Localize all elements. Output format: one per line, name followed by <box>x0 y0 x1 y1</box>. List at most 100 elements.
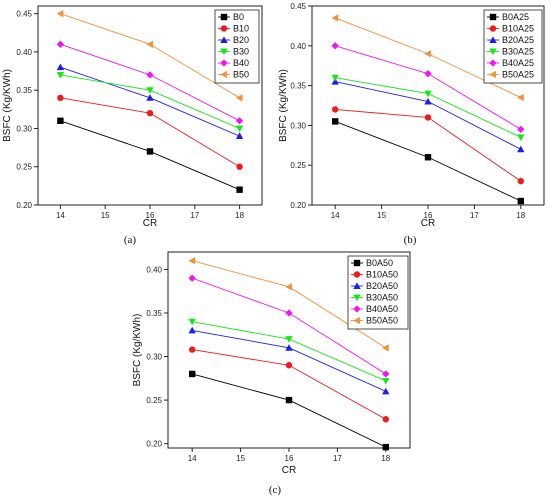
x-tick-label: 14 <box>188 454 197 463</box>
x-tick-label: 18 <box>516 211 525 220</box>
series-line <box>192 373 386 448</box>
series-B50 <box>56 9 243 102</box>
data-point <box>188 326 196 334</box>
data-point <box>424 90 432 98</box>
data-point <box>517 177 524 185</box>
data-point <box>285 362 293 369</box>
data-point <box>382 416 389 423</box>
series-B0A50 <box>189 370 389 451</box>
legend-label: B30 <box>233 47 249 57</box>
series-B20 <box>56 63 244 140</box>
series-B30A50 <box>188 318 390 385</box>
chart-panel-1: 14 15 16 17 18 0.20 0.25 0.30 0.35 0.40 0.45 CR BSFC… <box>2 5 263 246</box>
data-point <box>424 97 432 105</box>
series-B10A25 <box>332 106 524 185</box>
legend-entry: B40A25 <box>487 58 534 68</box>
panel-caption: (c) <box>269 484 282 496</box>
legend-marker <box>489 13 497 21</box>
legend-marker <box>220 59 228 67</box>
series-B10A50 <box>189 346 389 423</box>
legend-label: B20A50 <box>366 281 398 291</box>
series-line <box>335 77 521 138</box>
series-B10 <box>57 94 243 170</box>
series-line <box>192 349 387 420</box>
legend-label: B0A50 <box>366 258 393 268</box>
y-tick-label: 0.40 <box>146 265 162 274</box>
legend-label: B40A25 <box>502 58 534 68</box>
series-B40 <box>56 40 244 125</box>
data-point <box>146 94 154 101</box>
legend-entry: B20A25 <box>487 35 534 45</box>
legend-entry: B20 <box>218 35 249 45</box>
legend-label: B50A25 <box>502 70 534 80</box>
legend-marker <box>489 59 497 67</box>
y-tick-label: 0.35 <box>146 309 162 318</box>
x-tick-label: 18 <box>235 211 244 220</box>
legend-marker <box>353 282 361 289</box>
legend-entry: B30A50 <box>351 293 398 303</box>
legend-marker <box>353 271 361 278</box>
legend-label: B50 <box>233 70 249 80</box>
legend-entry: B40 <box>218 58 249 68</box>
data-point <box>56 40 65 48</box>
legend-entry: B40A50 <box>351 304 398 314</box>
data-point <box>285 309 293 317</box>
data-point <box>424 50 431 58</box>
legend-label: B10 <box>233 24 249 34</box>
series-B0A25 <box>332 118 524 205</box>
legend-entry: B0 <box>218 12 244 22</box>
data-point <box>331 14 339 22</box>
x-tick-label: 17 <box>470 211 479 220</box>
y-tick-label: 0.20 <box>16 201 32 210</box>
y-tick-label: 0.30 <box>146 353 162 362</box>
data-point <box>424 69 432 78</box>
panel-caption: (a) <box>124 234 137 246</box>
x-tick-label: 17 <box>333 454 342 463</box>
legend-label: B10A50 <box>366 270 398 280</box>
data-point <box>146 40 153 48</box>
legend-label: B0A25 <box>502 12 529 22</box>
legend-label: B20 <box>233 35 249 45</box>
data-point <box>235 117 244 125</box>
data-point <box>331 42 339 50</box>
x-tick-label: 15 <box>101 211 110 220</box>
data-point <box>189 370 196 378</box>
data-point <box>382 443 389 451</box>
legend-label: B50A50 <box>366 316 398 326</box>
data-point <box>517 197 524 205</box>
legend-entry: B0A50 <box>351 258 393 268</box>
data-point <box>424 154 432 161</box>
x-tick-label: 16 <box>146 211 155 220</box>
data-point <box>57 94 64 102</box>
data-point <box>331 74 339 82</box>
legend-marker <box>220 48 228 56</box>
series-B20A50 <box>188 326 390 395</box>
data-point <box>189 346 196 353</box>
y-tick-label: 0.35 <box>290 82 306 91</box>
legend-entry: B50A25 <box>487 70 534 80</box>
legend-label: B40 <box>233 58 249 68</box>
legend-marker <box>489 70 496 79</box>
series-line <box>60 13 240 99</box>
x-tick-label: 14 <box>56 211 65 220</box>
legend-marker <box>353 259 361 267</box>
series-line <box>335 121 521 202</box>
data-point <box>285 396 293 404</box>
legend-label: B0 <box>233 12 244 22</box>
data-point <box>382 370 390 378</box>
series-line <box>60 43 240 122</box>
data-point <box>236 186 243 193</box>
x-tick-label: 16 <box>285 454 294 463</box>
data-point <box>382 377 390 385</box>
y-tick-label: 0.30 <box>290 121 306 130</box>
series-line <box>60 120 240 191</box>
legend-marker <box>220 13 228 21</box>
series-B0 <box>57 117 243 193</box>
legend-marker <box>220 25 228 32</box>
series-line <box>60 97 240 168</box>
y-tick-label: 0.45 <box>290 2 306 11</box>
y-axis-label: BSFC (Kg/KWh) <box>132 314 143 387</box>
